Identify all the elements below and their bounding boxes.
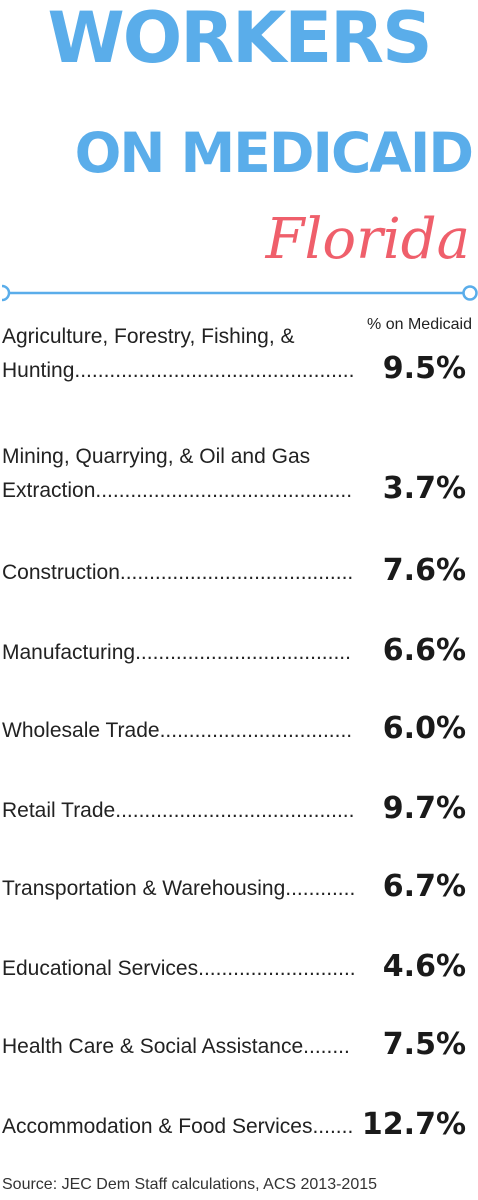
industry-label: Retail Trade............................…: [2, 794, 360, 828]
source-note: Source: JEC Dem Staff calculations, ACS …: [2, 1176, 378, 1193]
industry-label: Accommodation & Food Services.......: [2, 1110, 360, 1144]
dot-leader: ........................................…: [74, 359, 355, 382]
table-row: Agriculture, Forestry, Fishing, & Huntin…: [0, 308, 478, 388]
medicaid-percent: 6.6%: [382, 633, 466, 668]
dot-leader: .....................................: [135, 641, 351, 664]
industry-name: Transportation & Warehousing: [2, 877, 286, 900]
dot-leader: ........: [303, 1035, 350, 1058]
industry-name: Health Care & Social Assistance: [2, 1035, 304, 1058]
dot-leader: ........................................: [119, 561, 354, 584]
table-row: Health Care & Social Assistance........ 7…: [0, 984, 478, 1064]
divider-line: [1, 284, 478, 302]
industry-label: Educational Services....................…: [2, 952, 360, 986]
dot-leader: .......: [312, 1115, 354, 1138]
industry-name: Wholesale Trade: [2, 719, 160, 742]
table-row: Transportation & Warehousing............…: [0, 826, 478, 906]
title-on-medicaid: ON MEDICAID: [74, 121, 474, 185]
dot-leader: ...........................: [198, 957, 356, 980]
dot-leader: .................................: [159, 719, 353, 742]
medicaid-percent: 12.7%: [361, 1107, 466, 1142]
table-row: Accommodation & Food Services....... 12.7…: [0, 1064, 478, 1144]
value-column-header: % on Medicaid: [367, 316, 472, 333]
medicaid-percent: 6.7%: [382, 869, 466, 904]
industry-label: Wholesale Trade.........................…: [2, 714, 360, 748]
state-name: Florida: [265, 207, 470, 272]
industry-label: Manufacturing...........................…: [2, 636, 360, 670]
industry-label: Health Care & Social Assistance........: [2, 1030, 360, 1064]
dot-leader: ........................................…: [95, 479, 353, 502]
industry-name: Manufacturing: [2, 641, 136, 664]
table-row: Manufacturing...........................…: [0, 590, 478, 670]
industry-name: Agriculture, Forestry, Fishing, & Huntin…: [2, 325, 295, 382]
table-row: Educational Services....................…: [0, 906, 478, 986]
industry-name: Mining, Quarrying, & Oil and Gas Extract…: [2, 445, 311, 502]
medicaid-percent: 9.7%: [382, 791, 466, 826]
table-row: Retail Trade............................…: [0, 748, 478, 828]
medicaid-percent: 6.0%: [382, 711, 466, 746]
medicaid-percent: 7.5%: [382, 1027, 466, 1062]
dot-leader: ............: [285, 877, 356, 900]
medicaid-percent: 7.6%: [382, 553, 466, 588]
medicaid-percent: 4.6%: [382, 949, 466, 984]
industry-label: Construction............................…: [2, 556, 360, 590]
table-row: Wholesale Trade.........................…: [0, 668, 478, 748]
industry-name: Construction: [2, 561, 120, 584]
industry-label: Agriculture, Forestry, Fishing, & Huntin…: [2, 320, 360, 388]
industry-label: Mining, Quarrying, & Oil and Gas Extract…: [2, 440, 360, 508]
medicaid-percent: 3.7%: [382, 471, 466, 506]
industry-name: Accommodation & Food Services: [2, 1115, 313, 1138]
industry-name: Educational Services: [2, 957, 199, 980]
industry-name: Retail Trade: [2, 799, 116, 822]
title-workers: WORKERS: [47, 0, 433, 79]
industry-label: Transportation & Warehousing............: [2, 872, 360, 906]
dot-leader: ........................................…: [115, 799, 355, 822]
table-row: Mining, Quarrying, & Oil and Gas Extract…: [0, 428, 478, 508]
table-row: Construction............................…: [0, 510, 478, 590]
medicaid-percent: 9.5%: [382, 351, 466, 386]
